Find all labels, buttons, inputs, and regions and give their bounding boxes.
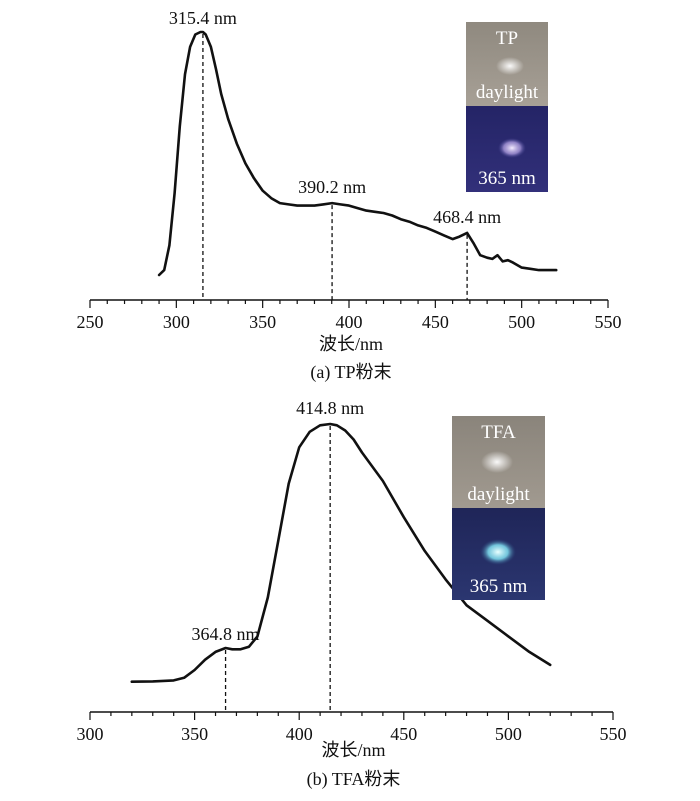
x-axis-label: 波长/nm	[319, 334, 383, 354]
panel-caption: (b) TFA粉末	[307, 769, 401, 790]
inset-photo: TFA daylight 365 nm	[452, 416, 545, 600]
x-axis-label: 波长/nm	[321, 740, 385, 760]
panel-caption: (a) TP粉末	[310, 362, 391, 383]
peak-label: 364.8 nm	[192, 624, 260, 644]
x-tick-label: 550	[595, 312, 622, 332]
peak-label: 414.8 nm	[296, 398, 364, 418]
peak-label: 390.2 nm	[298, 177, 366, 197]
inset-photo: TP daylight 365 nm	[466, 22, 548, 192]
spectrum-curve	[157, 30, 558, 277]
panel-a: 250 300 350 400 450 500 550 波长/nm (a) TP粉末 315.4 …	[77, 8, 622, 383]
x-tick-label: 500	[508, 312, 535, 332]
inset-daylight-label: daylight	[476, 82, 539, 103]
x-tick-label: 550	[600, 724, 627, 744]
inset-sample-label: TFA	[481, 422, 516, 443]
x-tick-label: 350	[181, 724, 208, 744]
powder-spot-uv	[498, 138, 526, 158]
peak-label: 315.4 nm	[169, 8, 237, 28]
powder-spot-daylight	[496, 57, 524, 75]
x-tick-label: 450	[390, 724, 417, 744]
inset-daylight-label: daylight	[467, 484, 530, 505]
inset-uv-label: 365 nm	[470, 576, 528, 597]
x-tick-label: 250	[77, 312, 104, 332]
peak-label: 468.4 nm	[433, 207, 501, 227]
panel-b: 300 350 400 450 500 550 波长/nm (b) TFA粉末 364.8 nm…	[77, 398, 627, 790]
spectrum-curve	[130, 422, 552, 683]
x-tick-label: 300	[163, 312, 190, 332]
powder-spot-daylight	[481, 451, 513, 473]
x-tick-label: 400	[336, 312, 363, 332]
inset-sample-label: TP	[496, 28, 518, 49]
powder-spot-uv	[480, 539, 516, 565]
x-tick-label: 450	[422, 312, 449, 332]
inset-uv-label: 365 nm	[478, 168, 536, 189]
x-tick-label: 350	[249, 312, 276, 332]
x-tick-label: 400	[286, 724, 313, 744]
x-tick-label: 300	[77, 724, 104, 744]
x-tick-label: 500	[495, 724, 522, 744]
